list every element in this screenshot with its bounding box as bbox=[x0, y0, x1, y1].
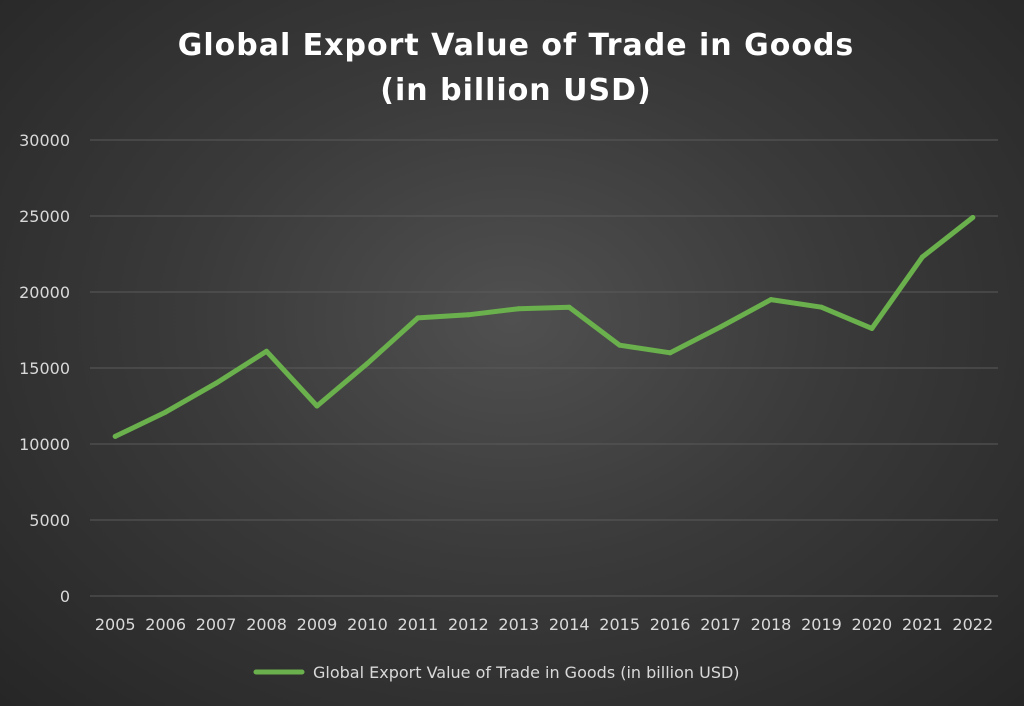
x-tick-label: 2012 bbox=[448, 615, 489, 634]
series-line bbox=[112, 215, 976, 439]
x-tick-label: 2008 bbox=[246, 615, 287, 634]
x-axis-ticks: 2005 2006 2007 2008 2009 2010 2011 2012 2013 2014… bbox=[95, 615, 993, 634]
x-tick-label: 2016 bbox=[650, 615, 691, 634]
series-lines bbox=[112, 215, 976, 439]
data-point bbox=[718, 324, 724, 330]
x-tick-label: 2019 bbox=[801, 615, 842, 634]
y-tick-label: 15000 bbox=[19, 359, 70, 378]
x-tick-label: 2017 bbox=[700, 615, 741, 634]
x-tick-label: 2015 bbox=[599, 615, 640, 634]
data-point bbox=[364, 360, 370, 366]
x-tick-label: 2005 bbox=[95, 615, 136, 634]
chart-title: Global Export Value of Trade in Goods (i… bbox=[178, 28, 855, 108]
data-point bbox=[415, 315, 421, 321]
data-point bbox=[919, 254, 925, 260]
y-axis-ticks: 0 5000 10000 15000 20000 25000 30000 bbox=[19, 131, 70, 606]
data-point bbox=[667, 350, 673, 356]
data-point bbox=[112, 433, 118, 439]
data-point bbox=[818, 304, 824, 310]
x-tick-label: 2013 bbox=[498, 615, 539, 634]
x-tick-label: 2020 bbox=[852, 615, 893, 634]
data-point bbox=[617, 342, 623, 348]
y-tick-label: 20000 bbox=[19, 283, 70, 302]
legend: Global Export Value of Trade in Goods (i… bbox=[253, 663, 740, 682]
data-point bbox=[768, 297, 774, 303]
gridlines bbox=[90, 139, 998, 597]
data-point bbox=[566, 304, 572, 310]
x-tick-label: 2006 bbox=[145, 615, 186, 634]
x-tick-label: 2014 bbox=[549, 615, 590, 634]
y-tick-label: 10000 bbox=[19, 435, 70, 454]
data-point bbox=[314, 403, 320, 409]
y-tick-label: 30000 bbox=[19, 131, 70, 150]
x-tick-label: 2022 bbox=[952, 615, 993, 634]
data-point bbox=[163, 409, 169, 415]
x-tick-label: 2009 bbox=[297, 615, 338, 634]
x-tick-label: 2018 bbox=[751, 615, 792, 634]
y-tick-label: 25000 bbox=[19, 207, 70, 226]
data-point bbox=[213, 380, 219, 386]
data-point bbox=[970, 215, 976, 221]
y-tick-label: 5000 bbox=[29, 511, 70, 530]
legend-label: Global Export Value of Trade in Goods (i… bbox=[313, 663, 740, 682]
data-point bbox=[516, 306, 522, 312]
y-tick-label: 0 bbox=[60, 587, 70, 606]
x-tick-label: 2021 bbox=[902, 615, 943, 634]
data-point bbox=[869, 325, 875, 331]
data-point bbox=[465, 312, 471, 318]
x-tick-label: 2007 bbox=[196, 615, 237, 634]
chart-title-line-1: Global Export Value of Trade in Goods bbox=[178, 28, 855, 63]
x-tick-label: 2011 bbox=[398, 615, 439, 634]
x-tick-label: 2010 bbox=[347, 615, 388, 634]
chart-title-line-2: (in billion USD) bbox=[380, 73, 651, 108]
data-point bbox=[264, 348, 270, 354]
